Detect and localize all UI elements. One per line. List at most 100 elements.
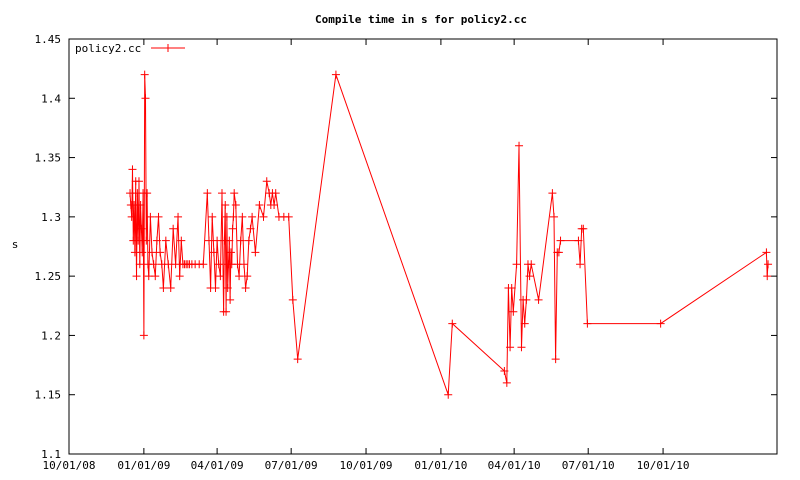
x-tick-label: 04/01/09 bbox=[191, 459, 244, 472]
data-point bbox=[146, 212, 155, 221]
data-point bbox=[284, 212, 293, 221]
data-point bbox=[154, 212, 163, 221]
data-point bbox=[214, 260, 223, 269]
data-point bbox=[151, 272, 160, 281]
data-point bbox=[221, 201, 230, 209]
data-point bbox=[139, 331, 148, 340]
plot-frame bbox=[68, 38, 778, 455]
x-tick-label: 10/01/08 bbox=[43, 459, 96, 472]
legend: policy2.cc bbox=[75, 42, 185, 55]
data-point bbox=[213, 236, 222, 245]
data-point bbox=[226, 248, 235, 257]
data-point bbox=[551, 355, 560, 364]
data-point bbox=[204, 236, 213, 245]
data-point bbox=[127, 212, 136, 221]
data-point bbox=[156, 248, 165, 257]
x-tick-label: 01/01/09 bbox=[117, 459, 170, 472]
y-tick-label: 1.15 bbox=[35, 389, 62, 402]
data-point bbox=[177, 236, 186, 245]
data-point bbox=[216, 272, 225, 281]
data-point bbox=[534, 295, 543, 304]
data-point bbox=[223, 284, 232, 292]
data-point bbox=[134, 177, 143, 186]
data-point bbox=[556, 236, 565, 245]
data-point bbox=[506, 343, 515, 352]
data-point bbox=[262, 177, 271, 186]
data-point bbox=[246, 224, 255, 233]
data-point bbox=[164, 260, 173, 269]
y-tick-label: 1.25 bbox=[35, 270, 62, 283]
data-point bbox=[161, 236, 170, 245]
data-point bbox=[171, 260, 180, 269]
data-point bbox=[128, 165, 137, 174]
data-point bbox=[174, 212, 183, 221]
data-point bbox=[141, 94, 150, 103]
data-point bbox=[230, 189, 239, 198]
data-point bbox=[293, 355, 302, 364]
data-point bbox=[517, 343, 526, 352]
data-point bbox=[209, 248, 218, 257]
data-point bbox=[579, 224, 588, 233]
data-point bbox=[522, 295, 531, 304]
data-point bbox=[236, 236, 245, 245]
data-point bbox=[208, 212, 217, 221]
data-point bbox=[512, 260, 521, 269]
data-point bbox=[149, 260, 158, 269]
data-point bbox=[244, 236, 253, 245]
data-point bbox=[576, 260, 585, 269]
data-point bbox=[502, 378, 511, 387]
data-point bbox=[520, 319, 529, 328]
data-point bbox=[148, 248, 157, 257]
y-tick-label: 1.35 bbox=[35, 152, 62, 165]
legend-label: policy2.cc bbox=[75, 42, 141, 55]
series-line bbox=[129, 74, 769, 395]
data-point bbox=[132, 272, 141, 281]
data-point bbox=[228, 224, 237, 233]
x-tick-label: 04/01/10 bbox=[488, 459, 541, 472]
data-point bbox=[259, 212, 268, 221]
data-point bbox=[763, 272, 772, 281]
data-point bbox=[226, 295, 235, 304]
data-point bbox=[138, 248, 147, 257]
x-axis: 10/01/08 01/01/09 04/01/09 07/01/09 10/01/09… bbox=[43, 39, 690, 472]
x-tick-label: 10/01/09 bbox=[340, 459, 393, 472]
data-point bbox=[126, 189, 135, 198]
data-point bbox=[764, 260, 773, 269]
data-point bbox=[255, 201, 264, 209]
data-point bbox=[142, 236, 151, 245]
data-point bbox=[507, 284, 516, 292]
data-point bbox=[222, 307, 231, 316]
data-point bbox=[288, 295, 297, 304]
data-point bbox=[762, 248, 771, 257]
data-point bbox=[238, 212, 247, 221]
data-point bbox=[550, 212, 559, 221]
data-point bbox=[574, 236, 583, 245]
data-point bbox=[175, 272, 184, 281]
data-point bbox=[169, 224, 178, 233]
data-point bbox=[500, 367, 509, 375]
data-point bbox=[235, 272, 244, 281]
data-point bbox=[152, 236, 161, 245]
data-point bbox=[444, 390, 453, 399]
data-point bbox=[331, 70, 340, 79]
y-tick-label: 1.2 bbox=[41, 329, 61, 342]
data-point bbox=[229, 212, 238, 221]
data-point bbox=[243, 272, 252, 281]
data-point bbox=[251, 248, 260, 257]
data-point bbox=[135, 260, 144, 269]
data-point bbox=[140, 70, 149, 79]
data-point bbox=[231, 201, 240, 209]
data-point bbox=[203, 189, 212, 198]
data-point bbox=[143, 189, 152, 198]
data-point bbox=[554, 248, 563, 257]
data-point bbox=[509, 307, 518, 316]
data-point bbox=[211, 284, 220, 292]
data-point bbox=[527, 260, 536, 269]
x-tick-label: 10/01/10 bbox=[637, 459, 690, 472]
y-tick-label: 1.45 bbox=[35, 33, 62, 46]
data-point bbox=[134, 236, 143, 245]
y-tick-label: 1.4 bbox=[41, 92, 61, 105]
x-tick-label: 07/01/10 bbox=[562, 459, 615, 472]
data-point bbox=[166, 284, 175, 292]
